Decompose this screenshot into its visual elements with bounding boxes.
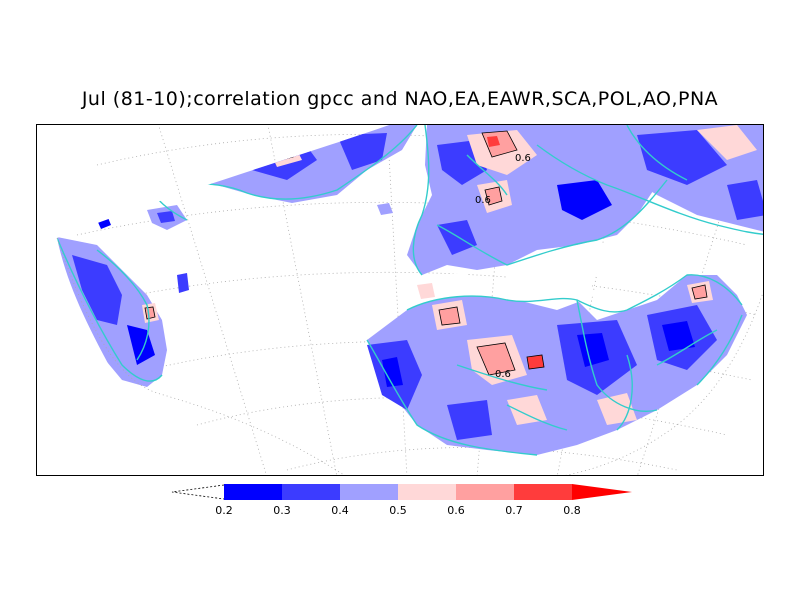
colorbar-box [514,484,572,500]
projection-boundary-right [565,291,763,475]
correlation-field [57,125,763,456]
contour-lines [144,130,708,376]
colorbar-box [282,484,340,500]
contour-label-africa: 0.6 [495,369,511,380]
africa-field [367,275,747,455]
map-panel: 0.6 0.6 0.6 [36,124,764,476]
colorbar-box [340,484,398,500]
north-america-field [97,125,417,230]
colorbar-tick-label: 0.7 [505,504,523,517]
colorbar-tick-label: 0.8 [563,504,581,517]
correlation-map: 0.6 0.6 0.6 [56,125,763,475]
no-data-areas [432,240,647,310]
map-title: Jul (81-10);correlation gpcc and NAO,EA,… [81,88,719,110]
colorbar-box [398,484,456,500]
colorbar-boxes [224,484,632,500]
contour-label-europe-north: 0.6 [515,153,531,164]
colorbar-tick-label: 0.3 [273,504,291,517]
colorbar-legend: 0.2 0.3 0.4 0.5 0.6 0.7 0.8 [171,484,632,517]
asia-field [577,125,763,235]
colorbar-box [224,484,282,500]
iceland-field [377,203,393,215]
colorbar-box [456,484,514,500]
projection-boundary [56,237,345,475]
colorbar-tick-label: 0.6 [447,504,465,517]
colorbar-tick-label: 0.4 [331,504,349,517]
colorbar-tick-label: 0.5 [389,504,407,517]
contour-label-europe-central: 0.6 [475,195,491,206]
colorbar-tick-label: 0.2 [215,504,233,517]
colorbar-tick-labels: 0.2 0.3 0.4 0.5 0.6 0.7 0.8 [215,504,581,517]
mexico-field [57,237,189,387]
colorbar-over-arrow [572,484,632,500]
colorbar-under-arrow [171,484,225,500]
